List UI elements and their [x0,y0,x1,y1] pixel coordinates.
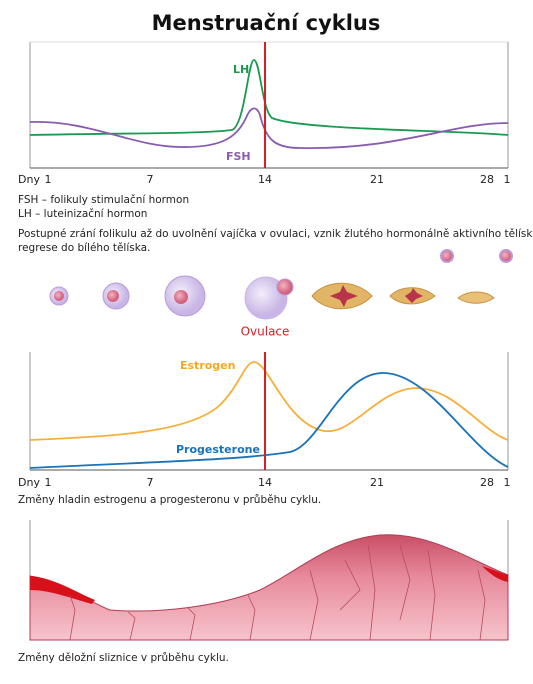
estrogen-curve [29,361,509,441]
day-label: 1 [45,173,52,186]
fsh-label: FSH [226,150,251,163]
day-label: 1 [504,476,511,489]
fsh-curve [29,107,509,149]
day-label: 7 [147,173,154,186]
day-label: 1 [45,476,52,489]
description: Postupné zrání folikulu až do uvolnění v… [18,228,533,240]
hormone-chart: LH FSH Dny 1 7 14 21 28 1 [18,41,511,186]
day-label: 1 [504,173,511,186]
day-label: Dny [18,173,40,186]
lh-label: LH [233,63,249,76]
day-label: Dny [18,476,40,489]
ovulation-label: Ovulace [241,325,290,339]
lh-curve [29,59,509,136]
day-label: 28 [480,476,494,489]
title: Menstruační cyklus [152,11,381,35]
day-label: 21 [370,476,384,489]
note: FSH – folikuly stimulační hormon [18,194,189,206]
day-label: 28 [480,173,494,186]
follicles [49,249,513,320]
caption: Změny děložní sliznice v průběhu cyklu. [18,652,229,664]
estrogen-label: Estrogen [180,359,235,372]
day-label: 7 [147,476,154,489]
day-label: 14 [258,173,272,186]
ovarian-chart: Estrogen Progesterone Dny 1 7 14 21 28 1 [18,352,511,489]
progesterone-curve [29,372,509,469]
progesterone-label: Progesterone [176,443,260,456]
day-label: 21 [370,173,384,186]
caption: Změny hladin estrogenu a progesteronu v … [18,494,321,506]
note: LH – luteinizační hormon [18,208,147,220]
description: regrese do bílého tělíska. [18,242,150,254]
endometrium [29,520,509,641]
day-label: 14 [258,476,272,489]
